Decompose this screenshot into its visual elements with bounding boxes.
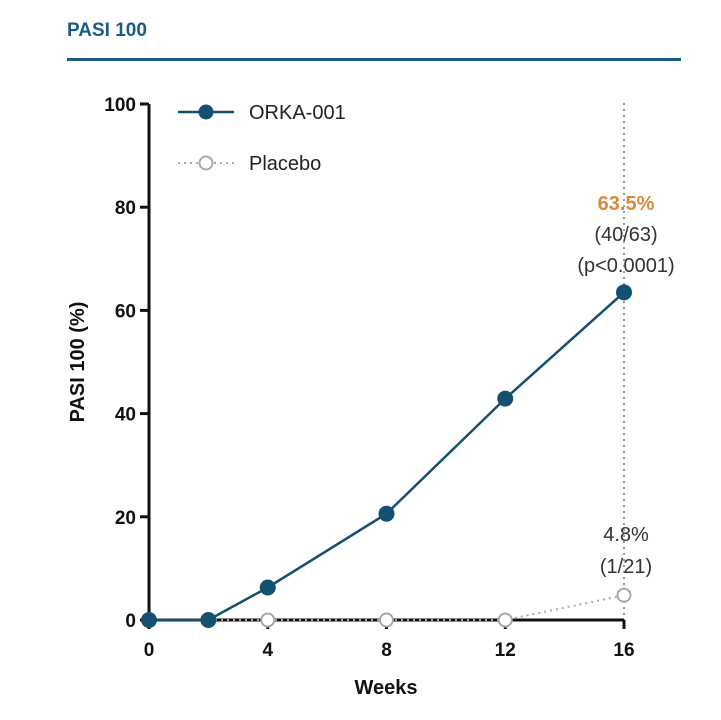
annotation-active-pvalue: (p<0.0001) (577, 255, 674, 277)
data-point-placebo (260, 612, 276, 628)
legend-label-placebo: Placebo (249, 153, 321, 175)
legend-marker-placebo (198, 155, 214, 171)
data-point-orka-001 (259, 579, 276, 596)
page-title: PASI 100 (67, 20, 147, 41)
x-tick-label: 8 (381, 640, 392, 661)
y-tick-label: 40 (115, 405, 136, 426)
y-tick-label: 80 (115, 198, 136, 219)
annotation-placebo-count: (1/21) (600, 556, 652, 578)
annotation-active-count: (40/63) (594, 224, 657, 246)
y-tick-label: 0 (125, 611, 136, 632)
x-axis-title: Weeks (354, 677, 417, 699)
data-point-orka-001 (497, 390, 514, 407)
x-tick-label: 0 (144, 640, 155, 661)
annotation-placebo-value: 4.8% (603, 524, 649, 546)
data-point-placebo (616, 587, 632, 603)
data-point-orka-001 (378, 505, 395, 522)
y-axis-title: PASI 100 (%) (67, 302, 89, 423)
annotation-active-value: 63.5% (598, 193, 655, 215)
data-point-orka-001 (141, 612, 157, 628)
data-point-orka-001 (616, 284, 632, 301)
data-point-placebo (497, 612, 513, 628)
y-tick-label: 20 (115, 508, 136, 529)
legend-marker-orka-001 (198, 104, 214, 120)
x-tick-label: 4 (262, 640, 273, 661)
series-line-placebo (149, 594, 625, 621)
data-point-placebo (379, 612, 394, 628)
y-tick-label: 60 (115, 301, 136, 322)
series-line-orka-001 (149, 291, 625, 622)
x-tick-label: 16 (613, 640, 634, 661)
data-point-orka-001 (200, 612, 217, 628)
x-tick-label: 12 (495, 640, 516, 661)
legend-label-orka-001: ORKA-001 (249, 102, 346, 124)
y-tick-label: 100 (104, 95, 136, 116)
header-divider (67, 58, 681, 61)
